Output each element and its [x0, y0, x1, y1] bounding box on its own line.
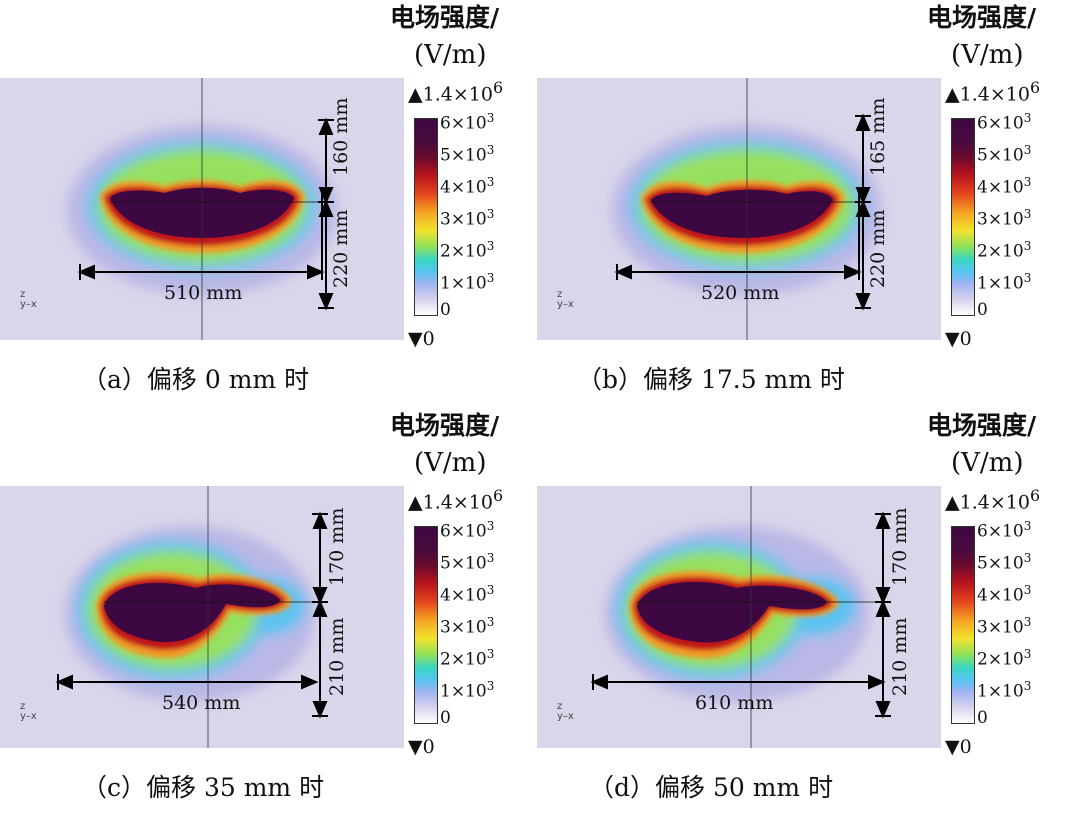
field-map [0, 486, 404, 748]
colorbar-title: 电场强度/ [390, 3, 500, 32]
colorbar-tick-label: 1×103 [440, 271, 495, 294]
field-core [104, 582, 280, 643]
height-dimension [855, 113, 871, 311]
field-map [537, 78, 941, 340]
field-plot: z y–x 610 mm 170 mm 210 mm [537, 486, 941, 748]
colorbar-max: ▲1.4×106 [945, 78, 1041, 106]
colorbar-tick-label: 4×103 [440, 175, 495, 198]
width-dimension [55, 674, 319, 690]
colorbar-tick-label: 2×103 [440, 647, 495, 670]
colorbar-ticks: 6×103 5×103 4×103 3×103 2×103 1×103 0 [977, 519, 1074, 732]
upper-height-label: 170 mm [326, 507, 348, 586]
colorbar [951, 118, 975, 316]
colorbar-tick-label: 2×103 [977, 647, 1032, 670]
colorbar-max: ▲1.4×106 [945, 486, 1041, 514]
panel-c: 电场强度/ (V/m) ▲1.4×106 6×103 5×103 4×103 3×10… [0, 408, 537, 816]
colorbar-title: 电场强度/ [390, 411, 500, 440]
lower-height-label: 210 mm [889, 617, 911, 696]
height-dimension [312, 511, 328, 719]
colorbar-tick-label: 5×103 [440, 143, 495, 166]
panel-b: 电场强度/ (V/m) ▲1.4×106 6×103 5×103 4×103 3×10… [537, 0, 1074, 408]
colorbar-title: 电场强度/ [927, 3, 1037, 32]
width-dimension [77, 188, 325, 280]
colorbar-ticks: 6×103 5×103 4×103 3×103 2×103 1×103 0 [977, 111, 1074, 324]
colorbar [951, 526, 975, 724]
colorbar-tick-label: 0 [977, 300, 988, 320]
panel-caption: （c）偏移 35 mm 时 [82, 773, 325, 802]
colorbar-tick-label: 5×103 [977, 551, 1032, 574]
colorbar-unit: (V/m) [414, 448, 487, 478]
colorbar-tick-label: 1×103 [440, 679, 495, 702]
axis-triad: z y–x [557, 701, 574, 722]
panel-caption: （d）偏移 50 mm 时 [589, 773, 834, 802]
colorbar-tick-label: 0 [440, 708, 451, 728]
colorbar-tick-label: 4×103 [440, 583, 495, 606]
axis-triad: z y–x [20, 701, 37, 722]
colorbar-tick-label: 0 [977, 708, 988, 728]
width-label: 520 mm [701, 282, 780, 304]
lower-height-label: 220 mm [867, 209, 889, 288]
axis-triad: z y–x [557, 289, 574, 310]
lower-height-label: 210 mm [326, 617, 348, 696]
colorbar-tick-label: 4×103 [977, 583, 1032, 606]
field-plot: z y–x 510 mm 160 mm 220 mm [0, 78, 404, 340]
colorbar-tick-label: 6×103 [440, 111, 495, 134]
colorbar-tick-label: 1×103 [977, 679, 1032, 702]
colorbar-tick-label: 3×103 [977, 615, 1032, 638]
colorbar [414, 526, 438, 724]
lower-height-label: 220 mm [330, 209, 352, 288]
field-map [0, 78, 404, 340]
panel-a: 电场强度/ (V/m) ▲1.4×106 6×103 5×103 4×103 3×10… [0, 0, 537, 408]
colorbar-unit: (V/m) [414, 40, 487, 70]
axis-triad: z y–x [20, 289, 37, 310]
height-dimension [875, 511, 891, 719]
colorbar-tick-label: 2×103 [440, 239, 495, 262]
colorbar-max: ▲1.4×106 [408, 78, 504, 106]
width-dimension [590, 674, 886, 690]
colorbar-tick-label: 4×103 [977, 175, 1032, 198]
upper-height-label: 160 mm [330, 97, 352, 176]
colorbar-min: ▼0 [408, 736, 435, 758]
width-label: 540 mm [162, 692, 241, 714]
colorbar-ticks: 6×103 5×103 4×103 3×103 2×103 1×103 0 [440, 111, 540, 324]
colorbar-tick-label: 1×103 [977, 271, 1032, 294]
field-core [637, 581, 827, 643]
colorbar-tick-label: 5×103 [977, 143, 1032, 166]
colorbar-unit: (V/m) [951, 40, 1024, 70]
height-dimension [318, 117, 334, 311]
colorbar [414, 118, 438, 316]
colorbar-unit: (V/m) [951, 448, 1024, 478]
panel-d: 电场强度/ (V/m) ▲1.4×106 6×103 5×103 4×103 3×10… [537, 408, 1074, 816]
colorbar-tick-label: 5×103 [440, 551, 495, 574]
upper-height-label: 165 mm [867, 97, 889, 176]
colorbar-tick-label: 6×103 [977, 111, 1032, 134]
colorbar-max: ▲1.4×106 [408, 486, 504, 514]
colorbar-min: ▼0 [945, 328, 972, 350]
panel-caption: （a）偏移 0 mm 时 [82, 365, 310, 394]
colorbar-tick-label: 3×103 [440, 615, 495, 638]
colorbar-min: ▼0 [945, 736, 972, 758]
colorbar-ticks: 6×103 5×103 4×103 3×103 2×103 1×103 0 [440, 519, 540, 732]
panel-caption: （b）偏移 17.5 mm 时 [577, 365, 845, 394]
colorbar-tick-label: 6×103 [977, 519, 1032, 542]
colorbar-min: ▼0 [408, 328, 435, 350]
colorbar-tick-label: 3×103 [440, 207, 495, 230]
colorbar-tick-label: 2×103 [977, 239, 1032, 262]
colorbar-tick-label: 3×103 [977, 207, 1032, 230]
upper-height-label: 170 mm [889, 507, 911, 586]
colorbar-tick-label: 6×103 [440, 519, 495, 542]
colorbar-tick-label: 0 [440, 300, 451, 320]
width-label: 510 mm [164, 282, 243, 304]
field-plot: z y–x 540 mm 170 mm 210 mm [0, 486, 404, 748]
width-label: 610 mm [695, 692, 774, 714]
colorbar-title: 电场强度/ [927, 411, 1037, 440]
field-plot: z y–x 520 mm 165 mm 220 mm [537, 78, 941, 340]
field-map [537, 486, 941, 748]
width-dimension [614, 188, 862, 280]
